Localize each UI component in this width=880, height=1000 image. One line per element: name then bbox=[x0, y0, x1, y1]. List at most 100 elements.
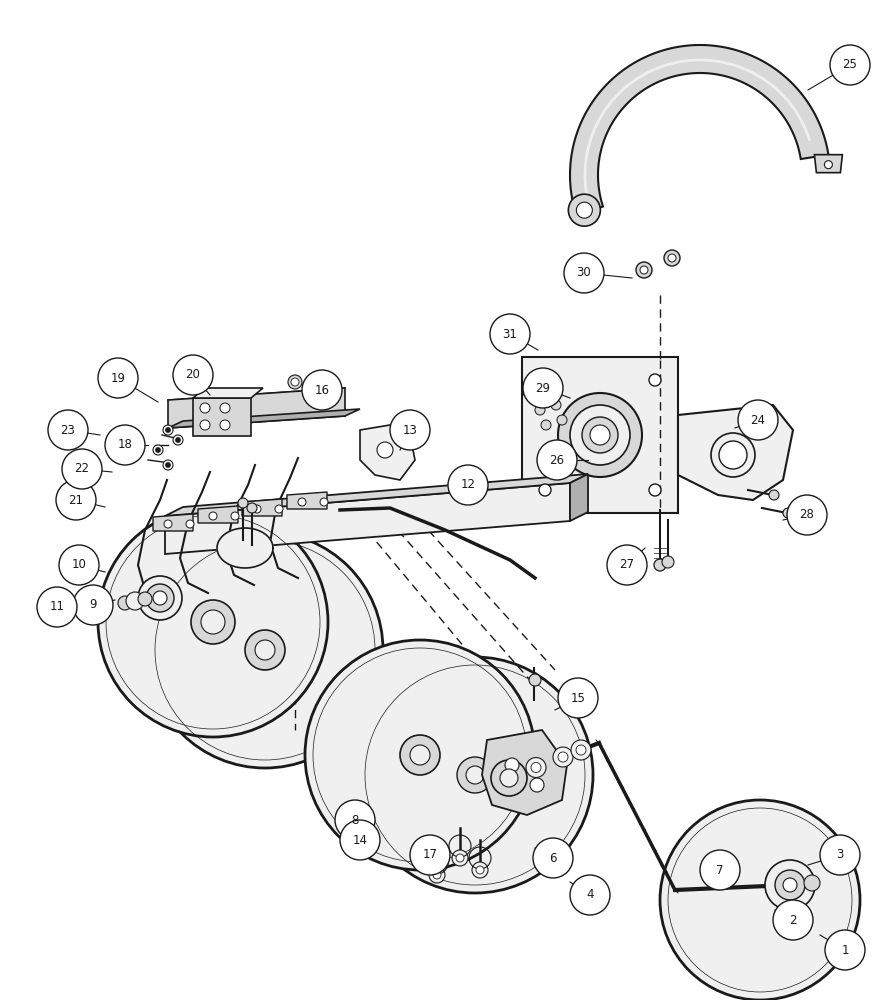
Circle shape bbox=[537, 440, 577, 480]
Circle shape bbox=[649, 484, 661, 496]
Circle shape bbox=[539, 484, 551, 496]
Circle shape bbox=[429, 867, 445, 883]
Circle shape bbox=[165, 462, 171, 468]
Polygon shape bbox=[165, 474, 588, 516]
Circle shape bbox=[773, 900, 813, 940]
Text: 3: 3 bbox=[836, 848, 844, 861]
Circle shape bbox=[147, 532, 383, 768]
Text: 18: 18 bbox=[118, 438, 132, 452]
Text: 4: 4 bbox=[586, 888, 594, 902]
Circle shape bbox=[457, 757, 493, 793]
Circle shape bbox=[551, 400, 561, 410]
Text: 7: 7 bbox=[716, 863, 723, 876]
Polygon shape bbox=[217, 528, 273, 568]
Circle shape bbox=[564, 253, 604, 293]
Polygon shape bbox=[168, 409, 360, 428]
Polygon shape bbox=[193, 388, 263, 398]
Circle shape bbox=[255, 640, 275, 660]
Circle shape bbox=[558, 678, 598, 718]
Circle shape bbox=[660, 800, 860, 1000]
Circle shape bbox=[275, 505, 283, 513]
Circle shape bbox=[191, 600, 235, 644]
Circle shape bbox=[830, 45, 870, 85]
Text: 6: 6 bbox=[549, 852, 557, 864]
Polygon shape bbox=[570, 45, 828, 215]
Circle shape bbox=[288, 375, 302, 389]
Circle shape bbox=[118, 596, 132, 610]
Circle shape bbox=[138, 592, 152, 606]
Circle shape bbox=[533, 375, 543, 385]
Circle shape bbox=[531, 762, 541, 772]
Circle shape bbox=[649, 374, 661, 386]
Text: 11: 11 bbox=[49, 600, 64, 613]
Circle shape bbox=[291, 378, 299, 386]
Circle shape bbox=[126, 592, 144, 610]
Text: 29: 29 bbox=[536, 381, 551, 394]
Circle shape bbox=[529, 674, 541, 686]
Text: 27: 27 bbox=[620, 558, 634, 572]
Circle shape bbox=[377, 442, 393, 458]
Circle shape bbox=[664, 250, 680, 266]
Circle shape bbox=[48, 410, 88, 450]
Circle shape bbox=[523, 368, 563, 408]
Circle shape bbox=[163, 460, 173, 470]
Polygon shape bbox=[482, 730, 567, 815]
Polygon shape bbox=[168, 388, 345, 428]
Circle shape bbox=[56, 480, 96, 520]
Text: 9: 9 bbox=[89, 598, 97, 611]
Circle shape bbox=[491, 760, 527, 796]
Circle shape bbox=[576, 202, 592, 218]
Circle shape bbox=[558, 752, 568, 762]
Circle shape bbox=[529, 374, 537, 382]
Polygon shape bbox=[153, 514, 193, 531]
Circle shape bbox=[576, 745, 586, 755]
Circle shape bbox=[820, 835, 860, 875]
Polygon shape bbox=[814, 155, 842, 173]
Text: 30: 30 bbox=[576, 266, 591, 279]
Circle shape bbox=[201, 610, 225, 634]
Circle shape bbox=[825, 161, 832, 169]
Circle shape bbox=[153, 445, 163, 455]
Circle shape bbox=[765, 860, 815, 910]
Circle shape bbox=[153, 591, 167, 605]
Circle shape bbox=[175, 438, 180, 442]
Circle shape bbox=[711, 433, 755, 477]
Text: 8: 8 bbox=[351, 814, 359, 826]
Circle shape bbox=[719, 441, 747, 469]
Circle shape bbox=[200, 403, 210, 413]
Text: 22: 22 bbox=[75, 462, 90, 476]
Circle shape bbox=[500, 769, 518, 787]
Circle shape bbox=[553, 747, 573, 767]
Text: 23: 23 bbox=[61, 424, 76, 436]
Text: 1: 1 bbox=[841, 944, 848, 956]
Polygon shape bbox=[678, 405, 793, 500]
Circle shape bbox=[700, 850, 740, 890]
Text: 28: 28 bbox=[800, 508, 814, 522]
Circle shape bbox=[253, 505, 261, 513]
Circle shape bbox=[568, 194, 600, 226]
Circle shape bbox=[668, 254, 676, 262]
Circle shape bbox=[535, 405, 545, 415]
Circle shape bbox=[298, 498, 306, 506]
Text: 14: 14 bbox=[353, 834, 368, 846]
Circle shape bbox=[476, 866, 484, 874]
Circle shape bbox=[541, 420, 551, 430]
Circle shape bbox=[769, 490, 779, 500]
Circle shape bbox=[557, 415, 567, 425]
Circle shape bbox=[571, 740, 591, 760]
Circle shape bbox=[570, 875, 610, 915]
Text: 25: 25 bbox=[842, 58, 857, 72]
Polygon shape bbox=[360, 425, 415, 480]
Circle shape bbox=[582, 417, 618, 453]
Text: 26: 26 bbox=[549, 454, 564, 466]
Circle shape bbox=[410, 835, 450, 875]
Circle shape bbox=[186, 520, 194, 528]
Circle shape bbox=[533, 838, 573, 878]
Polygon shape bbox=[287, 492, 327, 509]
Text: 13: 13 bbox=[402, 424, 417, 436]
Polygon shape bbox=[242, 499, 282, 516]
Circle shape bbox=[825, 930, 865, 970]
Text: 2: 2 bbox=[789, 914, 796, 926]
Circle shape bbox=[410, 745, 430, 765]
Circle shape bbox=[209, 512, 217, 520]
